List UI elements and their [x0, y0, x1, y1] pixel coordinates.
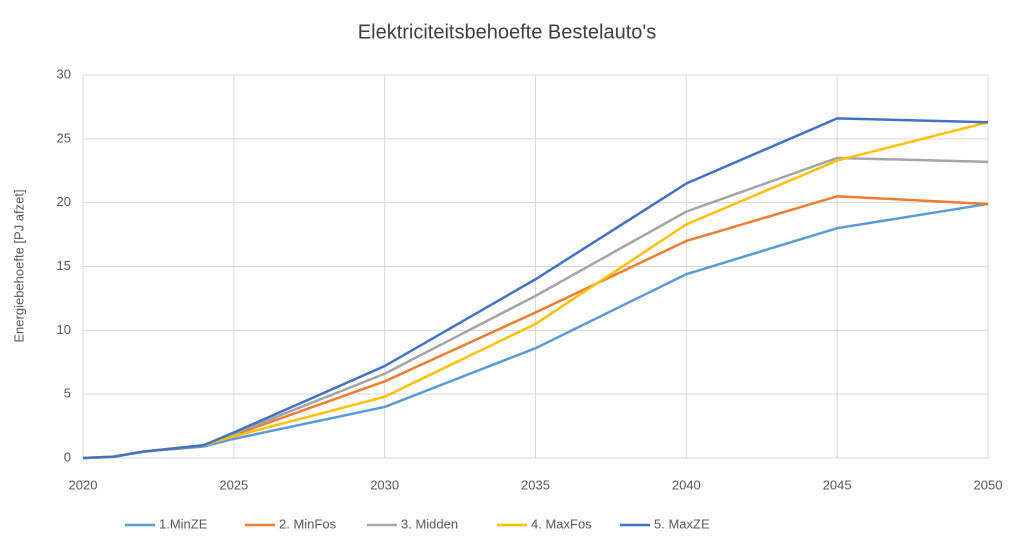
- legend-item: 5. MaxZE: [620, 516, 710, 531]
- x-tick-label: 2035: [521, 477, 550, 492]
- legend-label: 3. Midden: [401, 516, 458, 531]
- series-line: [82, 117, 989, 460]
- x-tick-label: 2040: [672, 477, 701, 492]
- x-tick-label: 2030: [370, 477, 399, 492]
- chart-title: Elektriciteitsbehoefte Bestelauto's: [358, 21, 656, 43]
- legend-item: 2. MinFos: [245, 516, 337, 531]
- legend-label: 2. MinFos: [279, 516, 337, 531]
- y-tick-label: 5: [64, 386, 71, 401]
- x-tick-label: 2045: [823, 477, 852, 492]
- legend-label: 4. MaxFos: [531, 516, 592, 531]
- y-tick-label: 30: [57, 66, 71, 81]
- x-tick-label: 2020: [69, 477, 98, 492]
- legend-item: 4. MaxFos: [497, 516, 592, 531]
- legend-label: 5. MaxZE: [654, 516, 710, 531]
- y-tick-label: 20: [57, 194, 71, 209]
- legend-item: 3. Midden: [367, 516, 458, 531]
- x-tick-label: 2025: [219, 477, 248, 492]
- y-tick-label: 25: [57, 130, 71, 145]
- legend-label: 1.MinZE: [159, 516, 208, 531]
- y-tick-label: 15: [57, 258, 71, 273]
- x-tick-label: 2050: [974, 477, 1003, 492]
- legend-item: 1.MinZE: [125, 516, 208, 531]
- y-tick-label: 10: [57, 322, 71, 337]
- y-tick-label: 0: [64, 449, 71, 464]
- y-axis-label: Energiebehoefte [PJ afzet]: [11, 189, 26, 342]
